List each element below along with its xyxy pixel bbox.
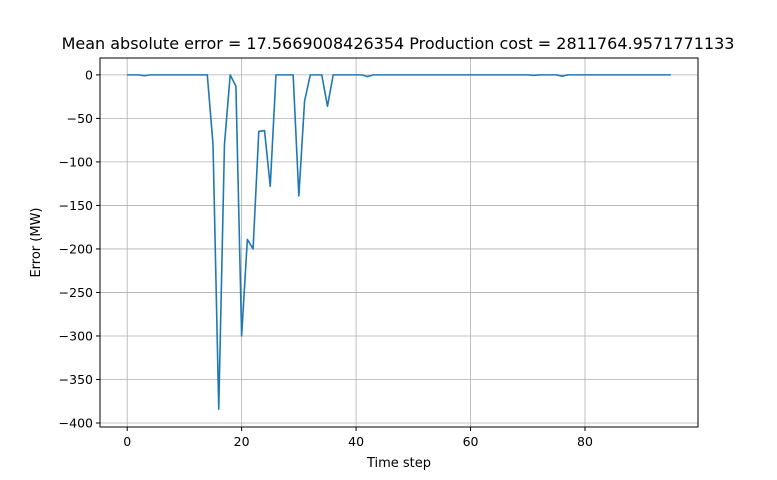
y-tick-label: −50: [67, 111, 93, 126]
y-tick-label: −300: [59, 328, 93, 343]
x-tick-label: 60: [463, 434, 479, 449]
y-tick-label: −250: [59, 285, 93, 300]
plot-line-group: [127, 74, 671, 410]
plot-frame: [99, 57, 699, 428]
x-tick-label: 20: [234, 434, 250, 449]
y-tick-label: −200: [59, 241, 93, 256]
y-axis-label: Error (MW): [29, 207, 44, 277]
y-tick-label: −100: [59, 154, 93, 169]
x-tick-label: 80: [577, 434, 593, 449]
series-line: [127, 74, 671, 410]
x-tick-label: 40: [348, 434, 364, 449]
y-tick-label: 0: [85, 67, 93, 82]
y-tick-label: −400: [59, 415, 93, 430]
y-tick-label: −150: [59, 198, 93, 213]
x-axis: 0 20 40 60 80: [123, 427, 593, 449]
chart-title: Mean absolute error = 17.5669008426354 P…: [62, 34, 735, 53]
y-axis: 0 −50 −100 −150 −200 −250 −300 −350 −400: [59, 67, 100, 430]
x-tick-label: 0: [123, 434, 131, 449]
y-tick-label: −350: [59, 372, 93, 387]
x-axis-label: Time step: [366, 456, 431, 471]
